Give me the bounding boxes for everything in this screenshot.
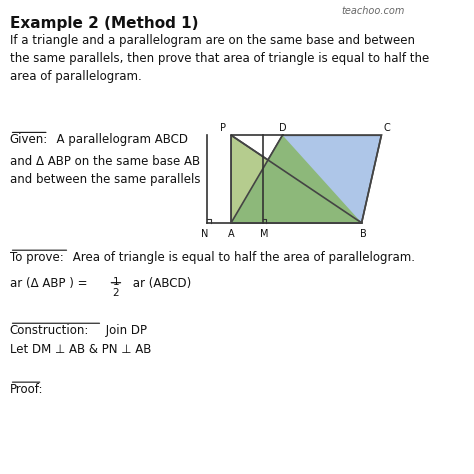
Text: Proof:: Proof:: [9, 383, 43, 396]
Polygon shape: [231, 135, 362, 223]
Text: D: D: [279, 123, 286, 133]
Text: Let DM ⊥ AB & PN ⊥ AB: Let DM ⊥ AB & PN ⊥ AB: [9, 343, 151, 356]
Text: teachoo.com: teachoo.com: [342, 6, 405, 16]
Polygon shape: [231, 135, 362, 223]
Text: Example 2 (Method 1): Example 2 (Method 1): [9, 16, 198, 30]
Text: N: N: [201, 229, 209, 239]
Text: ar (ABCD): ar (ABCD): [129, 277, 191, 290]
Text: A parallelogram ABCD: A parallelogram ABCD: [49, 133, 188, 146]
Polygon shape: [231, 135, 382, 223]
Text: If a triangle and a parallelogram are on the same base and between
the same para: If a triangle and a parallelogram are on…: [9, 35, 429, 83]
Text: and Δ ABP on the same base AB: and Δ ABP on the same base AB: [9, 155, 200, 167]
Text: P: P: [220, 123, 226, 133]
Text: Area of triangle is equal to half the area of parallelogram.: Area of triangle is equal to half the ar…: [69, 251, 415, 264]
Text: Join DP: Join DP: [102, 324, 147, 337]
Text: M: M: [260, 229, 269, 239]
Text: Construction:: Construction:: [9, 324, 89, 337]
Text: 2: 2: [113, 288, 119, 298]
Text: A: A: [228, 229, 235, 239]
Text: and between the same parallels: and between the same parallels: [9, 173, 200, 186]
Text: C: C: [383, 123, 390, 133]
Text: ar (Δ ABP ) =: ar (Δ ABP ) =: [9, 277, 91, 290]
Text: To prove:: To prove:: [9, 251, 64, 264]
Text: Given:: Given:: [9, 133, 48, 146]
Text: 1: 1: [113, 277, 119, 287]
Text: B: B: [360, 229, 366, 239]
